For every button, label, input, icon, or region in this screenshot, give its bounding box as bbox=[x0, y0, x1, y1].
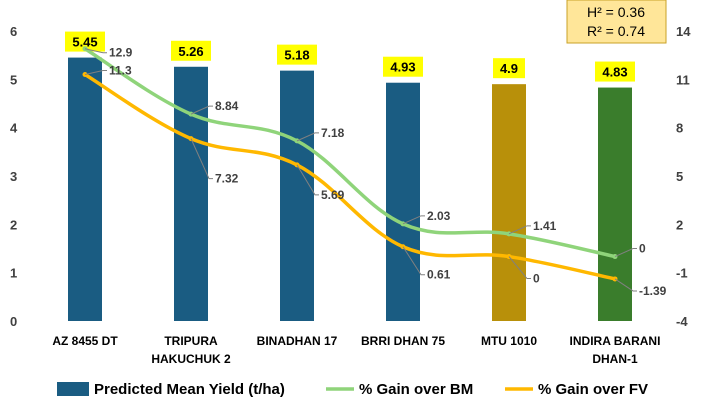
category-label: BINADHAN 17 bbox=[257, 334, 338, 348]
legend-label-line: % Gain over FV bbox=[538, 381, 648, 398]
legend-label-line: % Gain over BM bbox=[359, 381, 473, 398]
bar-label-bg bbox=[383, 56, 423, 77]
legend-label-bar: Predicted Mean Yield (t/ha) bbox=[94, 381, 285, 398]
series-line bbox=[84, 73, 616, 281]
category-label: DHAN-1 bbox=[592, 352, 638, 366]
category-label: INDIRA BARANI bbox=[570, 334, 661, 348]
right-tick-label: 5 bbox=[676, 169, 683, 184]
left-tick-label: 0 bbox=[10, 314, 17, 329]
legend: Predicted Mean Yield (t/ha) % Gain over B… bbox=[57, 381, 648, 398]
leader-line bbox=[402, 246, 425, 276]
point-value-label: 12.9 bbox=[109, 46, 133, 60]
leader-line bbox=[402, 215, 425, 225]
left-tick-label: 1 bbox=[10, 266, 17, 281]
right-tick-label: 8 bbox=[676, 121, 683, 136]
bar bbox=[280, 70, 314, 321]
category-label: HAKUCHUK 2 bbox=[151, 352, 231, 366]
category-label: AZ 8455 DT bbox=[52, 334, 118, 348]
leader-line bbox=[508, 256, 531, 280]
bar bbox=[598, 87, 632, 321]
line-series: 12.9 8.84 7.18 2.03 1.41 0 11.3 7.32 5.69 0.61 0 -1… bbox=[82, 46, 667, 298]
bar-value-label: 5.18 bbox=[284, 48, 309, 63]
point-value-label: -1.39 bbox=[639, 284, 667, 298]
left-y-axis: 0 1 2 3 4 5 6 bbox=[10, 24, 18, 329]
leader-line bbox=[296, 164, 319, 196]
point-value-label: 0 bbox=[639, 242, 646, 256]
bar-label-bg bbox=[493, 58, 525, 79]
leader-line bbox=[614, 278, 637, 292]
leader-line bbox=[190, 105, 213, 115]
category-label: BRRI DHAN 75 bbox=[361, 334, 445, 348]
bar-value-label: 4.9 bbox=[500, 61, 518, 76]
point-value-label: 7.18 bbox=[321, 126, 345, 140]
point-value-label: 5.69 bbox=[321, 188, 345, 202]
left-tick-label: 4 bbox=[10, 121, 18, 136]
bar-value-label: 4.93 bbox=[390, 60, 415, 75]
point-value-label: 1.41 bbox=[533, 219, 557, 233]
left-tick-label: 6 bbox=[10, 24, 17, 39]
point-value-label: 11.3 bbox=[109, 64, 132, 78]
leader-line bbox=[190, 138, 213, 180]
heritability-label: H² = 0.36 bbox=[587, 4, 645, 20]
series-line bbox=[84, 47, 616, 259]
bar-value-label: 5.26 bbox=[178, 44, 203, 59]
bar-label-bg bbox=[65, 31, 105, 52]
category-label: TRIPURA bbox=[164, 334, 218, 348]
bar-series: 5.45 5.26 5.18 4.93 4.9 4.83 bbox=[65, 31, 635, 322]
bar-label-bg bbox=[171, 40, 211, 61]
leader-line bbox=[508, 225, 531, 235]
bar-value-label: 5.45 bbox=[72, 35, 97, 50]
leader-line bbox=[296, 132, 319, 142]
point-value-label: 0 bbox=[533, 272, 540, 286]
point-value-label: 0.61 bbox=[427, 268, 451, 282]
right-tick-label: 14 bbox=[676, 24, 691, 39]
point-value-label: 2.03 bbox=[427, 209, 451, 223]
right-y-axis: -4 -1 2 5 8 11 14 bbox=[676, 24, 691, 329]
right-tick-label: 2 bbox=[676, 217, 683, 232]
leader-line bbox=[84, 70, 107, 75]
left-tick-label: 3 bbox=[10, 169, 17, 184]
stats-box-bg bbox=[566, 0, 667, 44]
left-tick-label: 5 bbox=[10, 72, 17, 87]
point-value-label: 8.84 bbox=[215, 99, 239, 113]
bar-value-label: 4.83 bbox=[602, 65, 627, 80]
bar bbox=[492, 84, 526, 322]
leader-line bbox=[614, 248, 637, 258]
right-tick-label: 11 bbox=[676, 72, 690, 87]
legend-swatch-bar bbox=[57, 382, 89, 396]
category-label: MTU 1010 bbox=[481, 334, 537, 348]
point-value-label: 7.32 bbox=[215, 172, 239, 186]
bar-label-bg bbox=[595, 61, 635, 82]
bar bbox=[68, 57, 102, 321]
bar bbox=[174, 66, 208, 322]
right-tick-label: -4 bbox=[676, 314, 688, 329]
bar bbox=[386, 82, 420, 321]
stats-box: H² = 0.36 R² = 0.74 bbox=[566, 0, 667, 44]
leader-line bbox=[84, 48, 107, 54]
left-tick-label: 2 bbox=[10, 217, 17, 232]
right-tick-label: -1 bbox=[676, 266, 688, 281]
r-squared-label: R² = 0.74 bbox=[587, 23, 645, 39]
bar-label-bg bbox=[277, 44, 317, 65]
x-axis-categories: AZ 8455 DT TRIPURA HAKUCHUK 2 BINADHAN 17 BR… bbox=[52, 334, 660, 366]
